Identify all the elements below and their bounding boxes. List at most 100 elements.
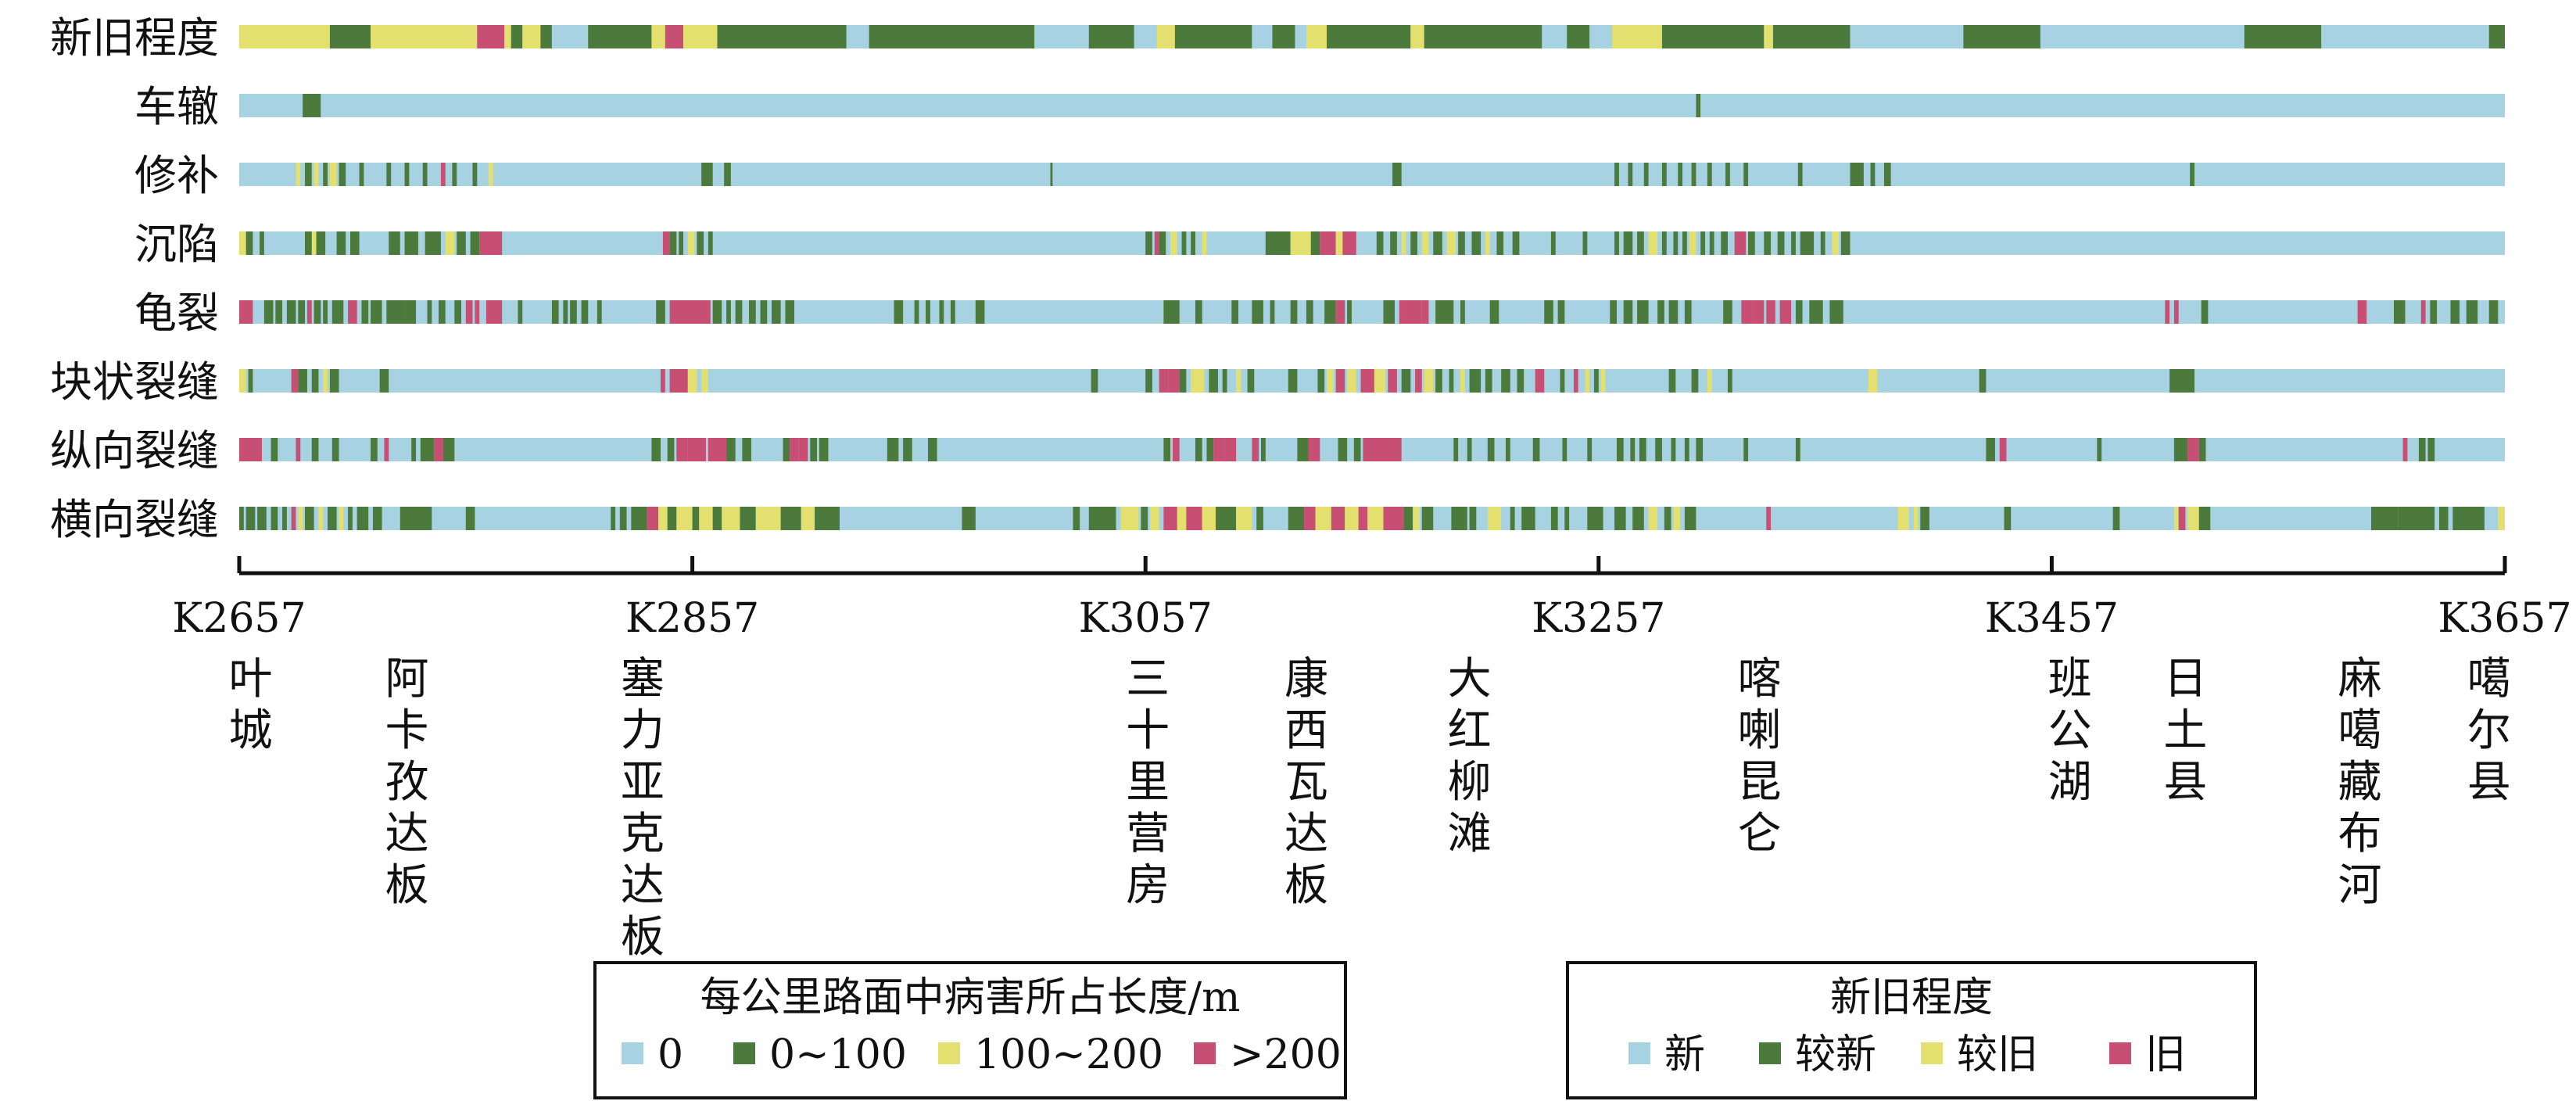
- place-name: 大红柳滩: [1448, 654, 1492, 859]
- x-axis: K2657 K2857 K3057 K3257 K3457 K3657: [172, 556, 2572, 642]
- row-segment-high: [1741, 300, 1753, 324]
- legend-title: 每公里路面中病害所占长度/m: [700, 974, 1241, 1021]
- row-segment-low: [1707, 163, 1712, 186]
- row-segment-high: [1421, 300, 1429, 324]
- row-segment-low: [422, 163, 428, 186]
- row-segment-mid: [755, 507, 765, 530]
- row-segment-high: [1752, 300, 1765, 324]
- row-segment-low: [1449, 369, 1454, 393]
- row-segment-mid: [296, 163, 301, 186]
- row-segment-low: [1850, 163, 1864, 186]
- row-segment-low: [780, 507, 801, 530]
- row-segment-high: [440, 163, 446, 186]
- row-segment-low: [1883, 163, 1891, 186]
- row-segment-low: [1512, 231, 1520, 255]
- row-segment-low: [511, 25, 523, 48]
- row-segment-low: [303, 94, 321, 117]
- row-segment-low: [749, 300, 756, 324]
- row-segment-mid: [1170, 231, 1177, 255]
- row-segment-mid: [1150, 507, 1159, 530]
- row-segment-high: [2165, 300, 2170, 324]
- row-segment-low: [1222, 369, 1227, 393]
- row-segment-low: [1795, 438, 1800, 461]
- row-segment-low: [1424, 25, 1542, 48]
- row-segment-low: [1564, 507, 1570, 530]
- row-segment-high: [291, 507, 296, 530]
- row-segment-high: [239, 438, 262, 461]
- row-segment-mid: [239, 231, 246, 255]
- legend-swatch-low: [733, 1042, 755, 1064]
- row-segment-low: [379, 369, 389, 393]
- row-segment-low: [1338, 438, 1348, 461]
- row-segment-high: [669, 369, 688, 393]
- row-segment-low: [772, 300, 781, 324]
- row-segment-mid: [1673, 507, 1681, 530]
- row-segment-low: [1809, 300, 1823, 324]
- row-segment-high: [661, 369, 665, 393]
- row-segment-low: [386, 300, 405, 324]
- row-segment-low: [810, 438, 817, 461]
- row-segment-mid: [1367, 507, 1384, 530]
- row-segment-low: [257, 507, 267, 530]
- row-segment-low: [439, 300, 446, 324]
- row-segment-low: [692, 507, 700, 530]
- row-segment-mid: [1832, 231, 1839, 255]
- row-segment-low: [1791, 231, 1796, 255]
- row-5: 块状裂缝: [50, 357, 2505, 407]
- place-label: 康西瓦达板: [1284, 654, 1328, 911]
- row-segment-mid: [1764, 25, 1773, 48]
- row-segment-low: [1181, 231, 1187, 255]
- row-segment-high: [485, 300, 503, 324]
- row-segment-low: [427, 300, 432, 324]
- row-segment-high: [1406, 300, 1422, 324]
- row-segment-low: [2394, 300, 2406, 324]
- legend-swatch-none: [622, 1042, 643, 1064]
- row-segment-mid: [1460, 369, 1465, 393]
- row-segment-mid: [1236, 507, 1252, 530]
- row-segment-low: [1252, 300, 1263, 324]
- row-segment-mid: [765, 507, 781, 530]
- row-segment-low: [442, 438, 455, 461]
- row-segment-mid: [1202, 507, 1216, 530]
- row-segment-mid: [2187, 507, 2199, 530]
- row-segment-low: [1088, 25, 1134, 48]
- row-segment-low: [1696, 94, 1701, 117]
- row-segment-low: [570, 300, 577, 324]
- row-segment-low: [298, 300, 306, 324]
- row-segment-high: [1999, 438, 2007, 461]
- row-segment-high: [1766, 300, 1775, 324]
- row-segment-low: [1684, 507, 1696, 530]
- row-segment-none: [1134, 25, 1157, 48]
- row-segment-low: [339, 163, 346, 186]
- row-segment-low: [1795, 300, 1803, 324]
- row-segment-low: [1661, 25, 1765, 48]
- row-segment-low: [1840, 231, 1850, 255]
- row-segment-low: [1489, 300, 1499, 324]
- row-segment-low: [726, 438, 736, 461]
- x-tick-label: K3057: [1079, 595, 1213, 642]
- row-segment-mid: [687, 231, 695, 255]
- row-segment-low: [2201, 300, 2209, 324]
- row-segment-high: [1252, 438, 1259, 461]
- row-segment-low: [631, 507, 647, 530]
- place-name: 叶城: [228, 654, 272, 756]
- row-segment-mid: [1410, 25, 1424, 48]
- row-segment-low: [350, 231, 360, 255]
- row-segment-low: [1723, 300, 1732, 324]
- row-segment-low: [962, 507, 976, 530]
- row-label: 横向裂缝: [50, 495, 219, 544]
- row-segment-mid: [1202, 231, 1207, 255]
- row-segment-mid: [313, 163, 319, 186]
- row-segment-high: [1331, 507, 1345, 530]
- x-tick-label: K3257: [1532, 595, 1665, 642]
- row-segment-mid: [1347, 369, 1356, 393]
- row-segment-high: [1388, 369, 1397, 393]
- row-segment-none: [556, 25, 589, 48]
- row-segment-low: [1073, 507, 1080, 530]
- row-segment-low: [1270, 300, 1275, 324]
- row-segment-none: [1252, 25, 1273, 48]
- row-segment-low: [452, 163, 457, 186]
- row-label: 块状裂缝: [50, 357, 219, 407]
- row-segment-low: [518, 300, 523, 324]
- row-segment-high: [1304, 507, 1316, 530]
